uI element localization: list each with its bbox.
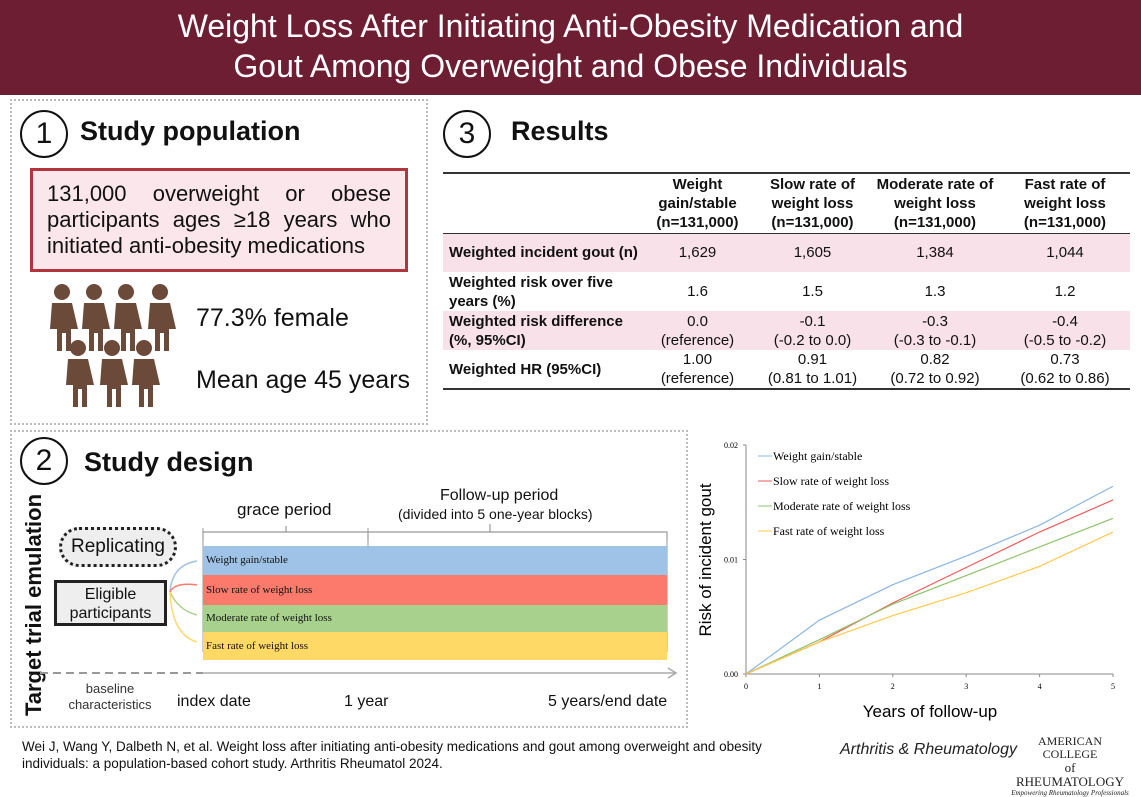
y-axis-label: Risk of incident gout (696, 483, 715, 636)
section-number-1: 1 (20, 110, 68, 158)
x-tick-label: 2 (891, 682, 895, 691)
table-cell: 1.00 (reference) (640, 350, 755, 390)
acr-logo: AMERICAN COLLEGE of RHEUMATOLOGY Empower… (1010, 735, 1130, 797)
eligible-box: Eligible participants (54, 580, 167, 626)
col-header (443, 172, 640, 234)
table-cell: 0.73 (0.62 to 0.86) (1000, 350, 1130, 390)
table-cell: 0.91 (0.81 to 1.01) (755, 350, 870, 390)
section-number-3: 3 (443, 110, 491, 158)
row-label: Weighted HR (95%CI) (443, 350, 640, 390)
table-row: Weighted risk difference (%, 95%CI) 0.0 (… (443, 311, 1130, 350)
population-title: Study population (80, 116, 301, 146)
table-cell: 1.3 (924, 283, 946, 300)
title-line-1: Weight Loss After Initiating Anti-Obesit… (177, 8, 964, 44)
citation: Wei J, Wang Y, Dalbeth N, et al. Weight … (22, 739, 762, 771)
table-cell: 1.6 (687, 283, 708, 300)
table-cell: -0.1 (-0.2 to 0.0) (755, 311, 870, 350)
arrow-head-icon (667, 667, 678, 679)
acr-tagline: Empowering Rheumatology Professionals (1011, 789, 1129, 797)
risk-chart: 0.00 0.01 0.02 0 1 2 3 4 5 Weight gain/stable Slow… (696, 441, 1115, 721)
x-tick-label: 0 (744, 682, 748, 691)
end-date-label: 5 years/end date (548, 693, 668, 710)
table-cell: 1,044 (1000, 233, 1130, 272)
journal-logo: Arthritis & Rheumatology (840, 741, 1017, 758)
y-tick-label: 0.00 (724, 670, 738, 679)
bracket (202, 524, 668, 540)
acr-line-2: of RHEUMATOLOGY (1015, 760, 1125, 789)
followup-label: Follow-up period (440, 487, 559, 504)
branch-arrows (169, 560, 198, 643)
x-axis-label: Years of follow-up (863, 702, 998, 721)
table-cell: 0.0 (reference) (640, 311, 755, 350)
col-header: Moderate rate of weight loss (n=131,000) (870, 172, 1000, 234)
table-cell: 0.82 (0.72 to 0.92) (870, 350, 1000, 390)
col-header: Slow rate of weight loss (n=131,000) (755, 172, 870, 234)
table-row: Weighted HR (95%CI) 1.00 (reference) 0.91 … (443, 350, 1130, 390)
replicating-label: Replicating (59, 527, 177, 567)
col-header: Fast rate of weight loss (n=131,000) (1000, 172, 1130, 234)
results-table: Weight gain/stable (n=131,000) Slow rate… (443, 172, 1130, 390)
series-line (745, 531, 1114, 675)
header: Weight Loss After Initiating Anti-Obesit… (0, 0, 1141, 95)
row-label: Weighted incident gout (n) (443, 233, 640, 272)
legend-label: Fast rate of weight loss (773, 524, 885, 538)
one-year-label: 1 year (344, 693, 389, 710)
y-tick-label: 0.02 (724, 441, 738, 450)
section-number-2: 2 (20, 437, 68, 485)
table-cell: 1,384 (870, 233, 1000, 272)
legend-label: Slow rate of weight loss (773, 474, 889, 488)
series-line (745, 485, 1114, 675)
age-stat: Mean age 45 years (196, 366, 411, 394)
grace-label: grace period (237, 500, 332, 519)
female-stat: 77.3% female (196, 304, 349, 332)
title-line-2: Gout Among Overweight and Obese Individu… (233, 48, 908, 84)
timeline-diagram (40, 524, 678, 679)
group-bar: Weight gain/stable (203, 546, 667, 575)
table-cell: -0.3 (-0.3 to -0.1) (870, 311, 1000, 350)
table-cell: 1,629 (640, 233, 755, 272)
col-header: Weight gain/stable (n=131,000) (640, 172, 755, 234)
study-design-panel (10, 430, 688, 728)
table-row: Weighted risk over five years (%) 1.6 1.5 1… (443, 272, 1130, 311)
row-label: Weighted risk over five years (%) (449, 273, 613, 310)
series-line (745, 517, 1114, 675)
people-icon (50, 284, 176, 407)
x-tick-label: 3 (964, 682, 968, 691)
table-cell: 1.2 (1054, 283, 1076, 300)
results-title: Results (511, 116, 609, 146)
x-tick-label: 5 (1111, 682, 1115, 691)
y-tick-label: 0.01 (724, 556, 738, 565)
design-title: Study design (84, 447, 254, 477)
group-bar: Slow rate of weight loss (203, 575, 667, 605)
index-date-label: index date (177, 693, 251, 710)
legend-label: Moderate rate of weight loss (773, 499, 911, 513)
x-tick-label: 1 (817, 682, 821, 691)
population-box: 131,000 overweight or obese participants… (30, 168, 408, 272)
followup-sub: (divided into 5 one-year blocks) (398, 506, 593, 522)
baseline-label: baseline characteristics (68, 681, 152, 712)
acr-line-1: AMERICAN COLLEGE (1037, 734, 1102, 761)
study-population-panel (10, 99, 428, 425)
table-cell: -0.4 (-0.5 to -0.2) (1000, 311, 1130, 350)
table-cell: 1.5 (802, 283, 823, 300)
table-cell: 1,605 (755, 233, 870, 272)
legend-label: Weight gain/stable (773, 449, 862, 463)
row-label: Weighted risk difference (%, 95%CI) (443, 311, 640, 350)
group-bar: Fast rate of weight loss (203, 632, 667, 660)
x-tick-label: 4 (1038, 682, 1042, 691)
table-row: Weighted incident gout (n) 1,629 1,605 1,38… (443, 233, 1130, 272)
group-bar: Moderate rate of weight loss (203, 605, 667, 632)
